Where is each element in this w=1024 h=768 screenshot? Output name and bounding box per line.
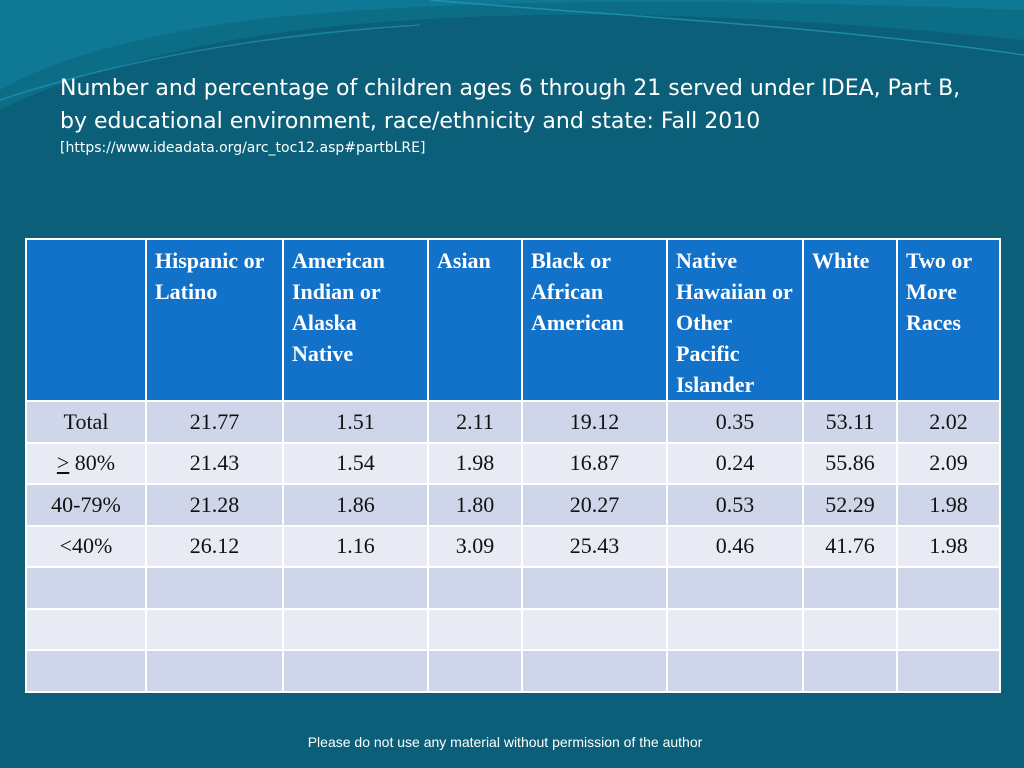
- table-cell: 1.98: [896, 524, 1001, 568]
- empty-cell: [145, 566, 284, 610]
- row-label-rest: 80%: [69, 450, 116, 476]
- empty-cell: [521, 649, 668, 693]
- empty-cell: [521, 566, 668, 610]
- table-cell: 1.51: [282, 400, 429, 444]
- empty-cell: [427, 607, 523, 651]
- empty-cell: [896, 607, 1001, 651]
- empty-row: [25, 607, 1001, 651]
- empty-row: [25, 649, 1001, 693]
- table-cell: 1.16: [282, 524, 429, 568]
- slide-title: Number and percentage of children ages 6…: [60, 76, 961, 134]
- table-cell: 2.02: [896, 400, 1001, 444]
- table-cell: 1.98: [427, 441, 523, 485]
- table-row: Total 21.77 1.51 2.11 19.12 0.35 53.11 2…: [25, 400, 1001, 444]
- header-native-hawaiian: Native Hawaiian or Other Pacific Islande…: [666, 238, 804, 402]
- empty-cell: [427, 649, 523, 693]
- empty-cell: [802, 649, 898, 693]
- empty-cell: [896, 566, 1001, 610]
- table-cell: 0.53: [666, 483, 804, 527]
- table-row: > 80% 21.43 1.54 1.98 16.87 0.24 55.86 2…: [25, 441, 1001, 485]
- table-cell: 0.24: [666, 441, 804, 485]
- header-row: Hispanic or Latino American Indian or Al…: [25, 238, 1001, 402]
- table-cell: 55.86: [802, 441, 898, 485]
- row-label: > 80%: [25, 441, 147, 485]
- row-label-prefix: >: [56, 450, 70, 476]
- header-asian: Asian: [427, 238, 523, 402]
- table-cell: 20.27: [521, 483, 668, 527]
- empty-cell: [666, 607, 804, 651]
- table-row: <40% 26.12 1.16 3.09 25.43 0.46 41.76 1.…: [25, 524, 1001, 568]
- table-cell: 1.86: [282, 483, 429, 527]
- table-cell: 0.46: [666, 524, 804, 568]
- empty-row: [25, 566, 1001, 610]
- empty-cell: [521, 607, 668, 651]
- table-cell: 21.28: [145, 483, 284, 527]
- empty-cell: [802, 566, 898, 610]
- table-cell: 3.09: [427, 524, 523, 568]
- header-blank: [25, 238, 147, 402]
- table-cell: 1.98: [896, 483, 1001, 527]
- header-black: Black or African American: [521, 238, 668, 402]
- table-cell: 21.77: [145, 400, 284, 444]
- empty-cell: [25, 649, 147, 693]
- empty-cell: [145, 649, 284, 693]
- table-row: 40-79% 21.28 1.86 1.80 20.27 0.53 52.29 …: [25, 483, 1001, 527]
- table-cell: 19.12: [521, 400, 668, 444]
- empty-cell: [282, 649, 429, 693]
- empty-cell: [145, 607, 284, 651]
- table-cell: 53.11: [802, 400, 898, 444]
- empty-cell: [427, 566, 523, 610]
- empty-cell: [896, 649, 1001, 693]
- background-swoosh: [0, 0, 1024, 110]
- table-cell: 0.35: [666, 400, 804, 444]
- empty-cell: [802, 607, 898, 651]
- row-label: <40%: [25, 524, 147, 568]
- empty-cell: [282, 566, 429, 610]
- empty-cell: [666, 649, 804, 693]
- table-cell: 26.12: [145, 524, 284, 568]
- table-cell: 2.11: [427, 400, 523, 444]
- table-cell: 2.09: [896, 441, 1001, 485]
- source-citation: [https://www.ideadata.org/arc_toc12.asp#…: [60, 140, 426, 156]
- row-label: Total: [25, 400, 147, 444]
- table-cell: 21.43: [145, 441, 284, 485]
- table-cell: 52.29: [802, 483, 898, 527]
- data-table: Hispanic or Latino American Indian or Al…: [25, 238, 1001, 693]
- header-two-or-more: Two or More Races: [896, 238, 1001, 402]
- table-cell: 1.80: [427, 483, 523, 527]
- table-cell: 25.43: [521, 524, 668, 568]
- empty-cell: [282, 607, 429, 651]
- empty-cell: [25, 566, 147, 610]
- table-cell: 16.87: [521, 441, 668, 485]
- table-cell: 1.54: [282, 441, 429, 485]
- empty-cell: [666, 566, 804, 610]
- header-white: White: [802, 238, 898, 402]
- table-cell: 41.76: [802, 524, 898, 568]
- header-american-indian: American Indian or Alaska Native: [282, 238, 429, 402]
- row-label: 40-79%: [25, 483, 147, 527]
- header-hispanic: Hispanic or Latino: [145, 238, 284, 402]
- empty-cell: [25, 607, 147, 651]
- footer-disclaimer: Please do not use any material without p…: [307, 734, 703, 750]
